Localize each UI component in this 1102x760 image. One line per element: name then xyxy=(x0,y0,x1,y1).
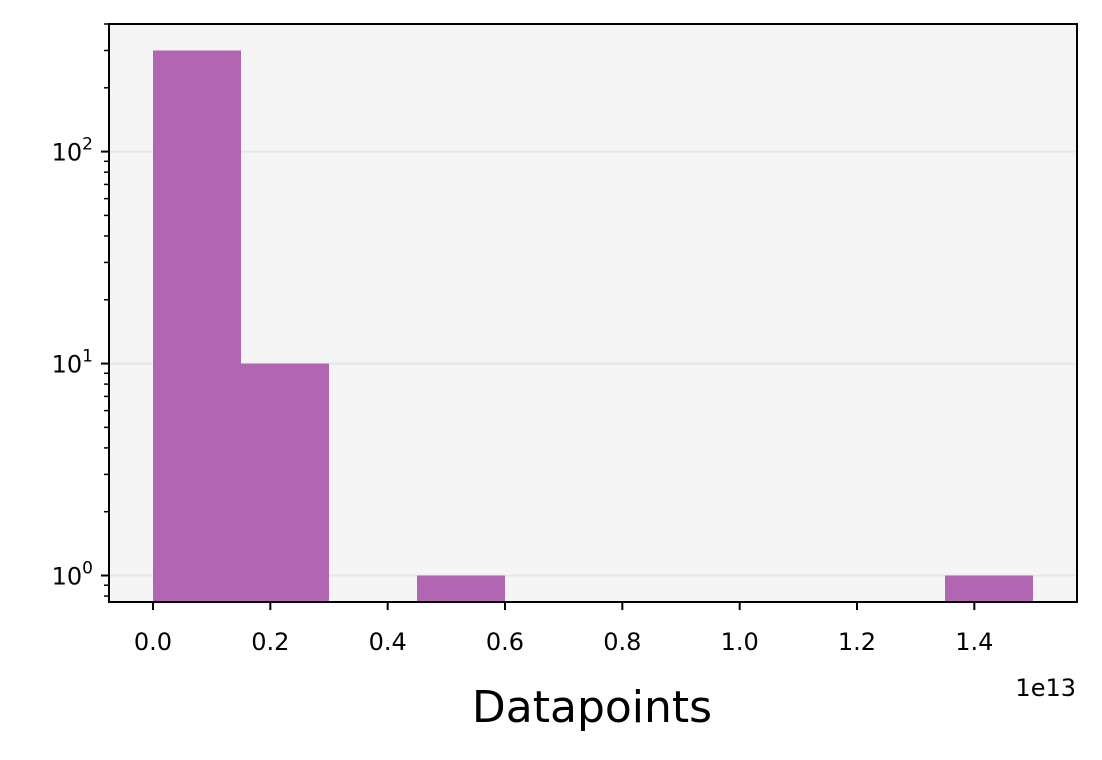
y-axis-ticks: 100 101 102 xyxy=(52,23,109,597)
x-axis-offset-label: 1e13 xyxy=(1015,674,1076,702)
histogram-bar xyxy=(417,575,505,602)
x-tick-label: 0.4 xyxy=(369,628,407,656)
x-tick-label: 0.0 xyxy=(134,628,172,656)
x-tick-label: 1.0 xyxy=(721,628,759,656)
x-tick-label: 0.6 xyxy=(486,628,524,656)
x-axis-title: Datapoints xyxy=(472,682,712,733)
histogram-bar xyxy=(241,363,329,602)
x-tick-label: 1.4 xyxy=(955,628,993,656)
x-tick-label: 1.2 xyxy=(838,628,876,656)
histogram-bar xyxy=(153,50,241,603)
x-axis-ticks: 0.0 0.2 0.4 0.6 0.8 1.0 1.2 1.4 xyxy=(134,602,993,656)
x-tick-label: 0.8 xyxy=(603,628,641,656)
bars xyxy=(153,50,1033,603)
plot-frame xyxy=(108,23,1078,603)
y-tick-label: 100 xyxy=(52,559,93,591)
y-tick-label: 102 xyxy=(52,135,93,167)
histogram-bar xyxy=(945,575,1033,602)
y-tick-label: 101 xyxy=(52,347,93,379)
x-tick-label: 0.2 xyxy=(251,628,289,656)
